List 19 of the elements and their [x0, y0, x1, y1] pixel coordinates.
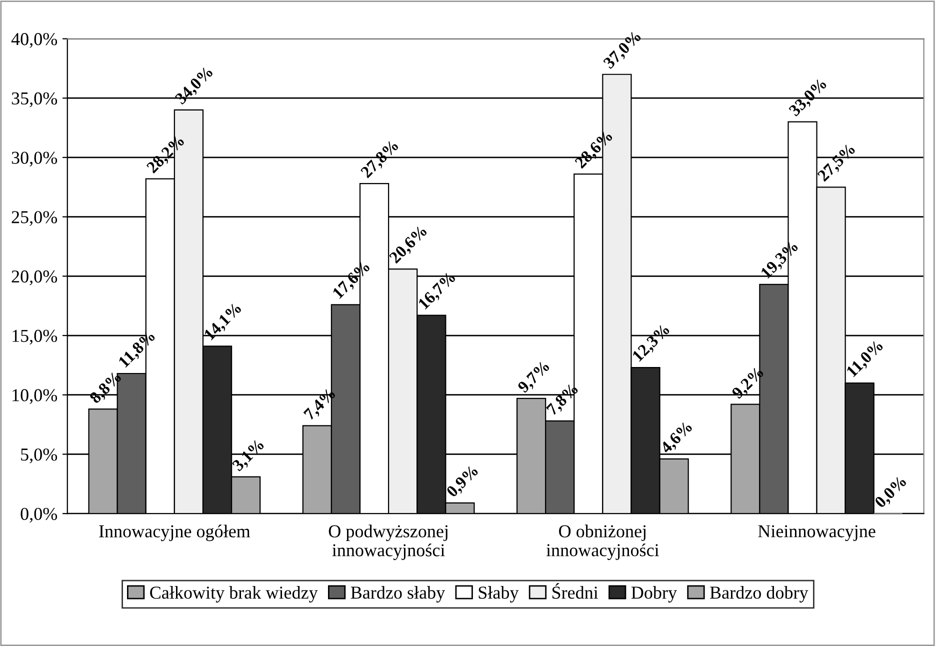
legend-label: Bardzo dobry	[710, 586, 808, 602]
y-tick-label: 0,0%	[20, 508, 58, 523]
y-tick-label: 35,0%	[12, 92, 58, 108]
y-tick-label: 5,0%	[21, 448, 58, 464]
legend-label: Słaby	[478, 586, 519, 602]
y-tick-label: 25,0%	[12, 211, 58, 226]
x-tick-label: Nieinnowacyjne	[758, 525, 876, 542]
x-tick-label: O obniżonej innowacyjności	[546, 524, 659, 560]
legend-label: Średni	[552, 583, 598, 599]
x-tick-label: O podwyższonej innowacyjności	[328, 524, 448, 560]
y-tick-label: 30,0%	[12, 152, 58, 167]
y-tick-label: 40,0%	[11, 33, 58, 48]
x-tick-label: Innowacyjne ogółem	[99, 524, 250, 542]
legend-label: Dobry	[631, 586, 677, 602]
y-tick-label: 15,0%	[12, 330, 58, 345]
y-tick-label: 20,0%	[12, 270, 58, 286]
y-tick-label: 10,0%	[12, 389, 58, 404]
legend-label: Całkowity brak wiedzy	[150, 586, 318, 602]
legend-label: Bardzo słaby	[350, 586, 446, 602]
